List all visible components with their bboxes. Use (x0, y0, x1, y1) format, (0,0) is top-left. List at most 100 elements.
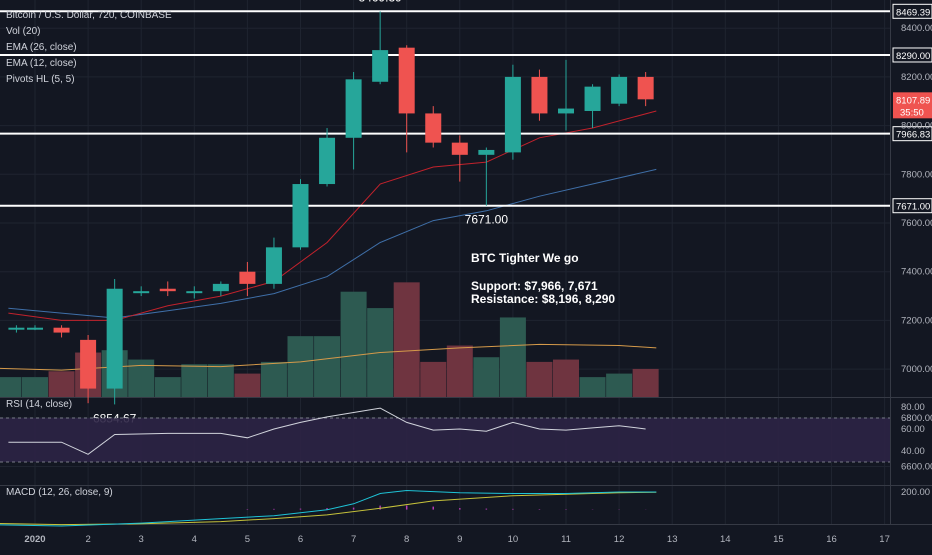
volume-bar (446, 345, 473, 397)
time-tick-label: 13 (667, 534, 678, 545)
rsi-tick-label: 40.00 (901, 446, 925, 457)
last-price-badge[interactable] (893, 92, 932, 119)
volume-bar (499, 317, 526, 397)
volume-ma (0, 343, 657, 371)
indicator-ema26[interactable]: EMA (26, close) (6, 42, 77, 53)
price-tick-label: 6600.00 (901, 462, 932, 473)
chart-title: Bitcoin / U.S. Dollar, 720, COINBASE (6, 10, 172, 21)
price-tick-label: 7000.00 (901, 364, 932, 375)
level-badge-label: 7966.83 (896, 130, 930, 141)
candle-body[interactable] (239, 271, 256, 284)
candle-body[interactable] (186, 291, 203, 294)
volume-bar (579, 377, 606, 397)
candle-body[interactable] (531, 76, 548, 114)
time-tick-label: 5 (245, 534, 250, 545)
volume-bar (0, 377, 22, 397)
time-tick-label: 6 (298, 534, 303, 545)
volume-bar (606, 373, 633, 397)
rsi-pane[interactable] (0, 407, 890, 463)
time-tick-label: 3 (139, 534, 144, 545)
pivot-levels: 8469.39 8290.00 7966.83 7671.00 (0, 3, 932, 214)
candle-body[interactable] (611, 76, 628, 104)
countdown-label: 35:50 (900, 107, 924, 118)
candle-body[interactable] (584, 86, 601, 111)
volume-bar (287, 336, 314, 397)
last-price-label: 8107.89 (896, 95, 930, 106)
candle-body[interactable] (159, 288, 176, 292)
time-tick-label: 12 (614, 534, 625, 545)
candle-body[interactable] (265, 247, 282, 284)
volume-bar (632, 368, 659, 397)
rsi-line (8, 407, 646, 455)
volume-ma-line (0, 343, 657, 371)
rsi-label[interactable]: RSI (14, close) (6, 399, 72, 410)
level-badge (892, 47, 932, 63)
price-tick-label: 7800.00 (901, 169, 932, 180)
time-tick-label: 8 (404, 534, 409, 545)
candle-body[interactable] (319, 137, 336, 185)
price-tick-label: 7600.00 (901, 218, 932, 229)
level-badge-label: 8469.39 (896, 7, 930, 18)
pivot-label: 8469.39 (358, 0, 402, 4)
annotation-support: Support: $7,966, 7,671 (471, 279, 598, 293)
macd-pane[interactable] (0, 489, 657, 527)
volume-bar (393, 282, 420, 397)
candle-body[interactable] (53, 327, 70, 333)
volume-bar (22, 377, 48, 397)
candle-body[interactable] (292, 184, 309, 248)
volume-bar (181, 364, 208, 397)
candle-body[interactable] (133, 291, 150, 294)
candle-body[interactable] (425, 113, 442, 143)
time-tick-label: 2 (85, 534, 90, 545)
time-axis[interactable]: 2020 2 3 4 5 6 7 8 9 10 11 12 13 14 15 16 17 (24, 534, 889, 545)
macd-label[interactable]: MACD (12, 26, close, 9) (6, 487, 113, 498)
candle-body[interactable] (212, 283, 229, 292)
candle-body[interactable] (80, 339, 97, 389)
price-tick-label: 8400.00 (901, 23, 932, 34)
candles[interactable] (8, 11, 654, 405)
candle-body[interactable] (504, 76, 521, 153)
price-tick-label: 7200.00 (901, 315, 932, 326)
indicator-pivots[interactable]: Pivots HL (5, 5) (6, 74, 75, 85)
price-axis[interactable]: 6600.00 6800.00 7000.00 7200.00 7400.00 7600.… (893, 0, 932, 498)
time-tick-label: 15 (773, 534, 784, 545)
price-tick-label: 8000.00 (901, 121, 932, 132)
indicator-ema12[interactable]: EMA (12, close) (6, 58, 77, 69)
time-tick-label: 11 (561, 534, 571, 545)
price-tick-label: 6800.00 (901, 413, 932, 424)
candle-body[interactable] (478, 149, 495, 155)
candle-body[interactable] (372, 50, 389, 82)
annotation-title: BTC Tighter We go (471, 251, 579, 265)
macd-line (0, 489, 657, 527)
candle-body[interactable] (637, 76, 654, 100)
candle-body[interactable] (106, 288, 123, 389)
volume-bar (340, 291, 367, 397)
time-tick-label: 9 (457, 534, 462, 545)
candle-body[interactable] (398, 47, 415, 114)
volume-bar (526, 361, 553, 397)
candle-body[interactable] (27, 327, 43, 330)
volume-bar (260, 361, 287, 397)
rsi-tick-label: 60.00 (901, 424, 925, 435)
time-tick-label: 16 (826, 534, 837, 545)
volume-bar (420, 361, 447, 397)
time-tick-label: 2020 (24, 534, 45, 545)
volume-bar (473, 357, 500, 397)
price-tick-label: 7400.00 (901, 267, 932, 278)
time-tick-label: 7 (351, 534, 356, 545)
level-badge (892, 126, 932, 142)
volume-bar (234, 373, 261, 397)
candle-body[interactable] (8, 327, 25, 330)
indicator-vol[interactable]: Vol (20) (6, 26, 40, 37)
pivot-label: 7671.00 (465, 213, 509, 227)
level-badge (892, 3, 932, 19)
volume-bar (553, 359, 579, 397)
time-tick-label: 4 (192, 534, 197, 545)
candle-body[interactable] (451, 142, 468, 155)
candle-body[interactable] (558, 108, 574, 114)
rsi-band (0, 418, 890, 462)
candle-body[interactable] (345, 79, 362, 138)
level-badge-label: 7671.00 (896, 202, 930, 213)
